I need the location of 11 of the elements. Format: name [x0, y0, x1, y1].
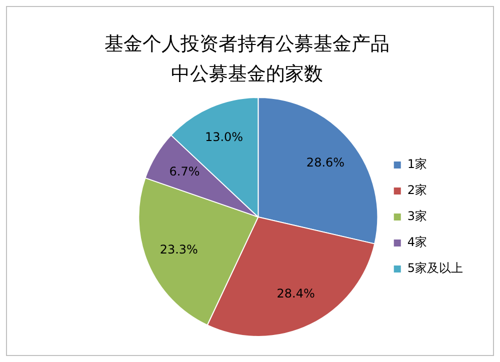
data-label: 28.4%	[276, 286, 315, 301]
legend-label: 5家及以上	[407, 261, 464, 276]
legend-label: 4家	[407, 235, 428, 250]
data-label: 6.7%	[169, 164, 200, 179]
data-label: 23.3%	[160, 242, 198, 257]
data-label: 13.0%	[204, 130, 244, 144]
chart-title: 基金个人投资者持有公募基金产品中公募基金的家数	[104, 32, 390, 87]
legend-label: 3家	[407, 209, 428, 224]
legend-label: 2家	[407, 183, 428, 198]
legend-label: 1家	[407, 157, 428, 172]
data-label: 28.6%	[306, 156, 345, 170]
